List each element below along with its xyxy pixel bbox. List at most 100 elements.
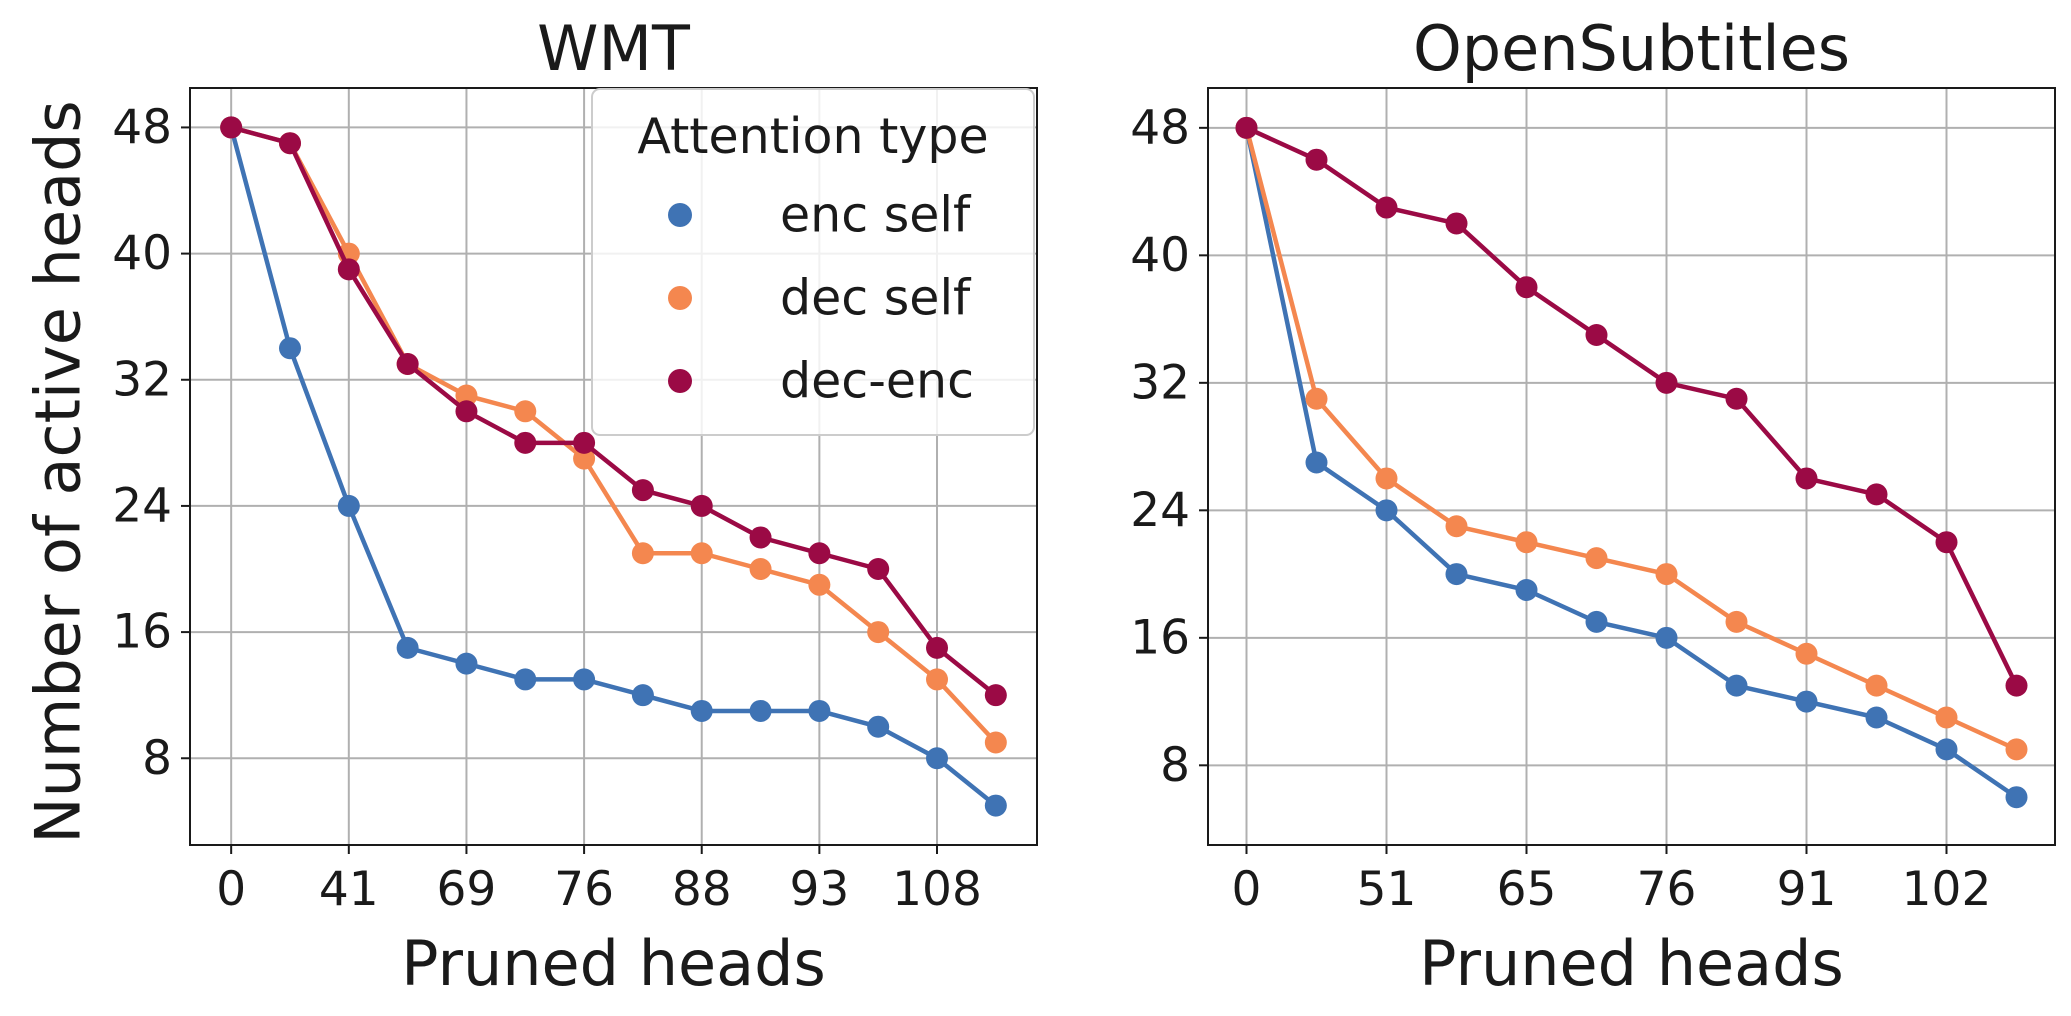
data-point bbox=[631, 542, 654, 565]
data-point bbox=[1795, 690, 1818, 713]
data-point bbox=[1515, 531, 1538, 554]
data-point bbox=[1655, 563, 1678, 586]
data-point bbox=[984, 731, 1007, 754]
data-point bbox=[1795, 642, 1818, 665]
data-point bbox=[455, 400, 478, 423]
series-dec-enc bbox=[220, 116, 1007, 707]
x-tick-label: 65 bbox=[1497, 862, 1557, 917]
data-point bbox=[455, 384, 478, 407]
data-point bbox=[1305, 387, 1328, 410]
x-tick-label: 76 bbox=[554, 862, 614, 917]
x-tick-label: 91 bbox=[1777, 862, 1837, 917]
x-tick-label: 0 bbox=[1232, 862, 1262, 917]
data-point bbox=[396, 636, 419, 659]
data-point bbox=[749, 699, 772, 722]
data-point bbox=[573, 447, 596, 470]
data-point bbox=[1725, 674, 1748, 697]
data-point bbox=[573, 431, 596, 454]
series-dec-enc bbox=[1235, 116, 2028, 697]
y-tick-label: 24 bbox=[1130, 483, 1190, 538]
y-axis-label: Number of active heads bbox=[22, 100, 95, 844]
x-tick-label: 108 bbox=[892, 862, 982, 917]
data-point bbox=[1445, 515, 1468, 538]
data-point bbox=[690, 494, 713, 517]
panel-wmt: 0 41 69 76 88 93 108 8 16 24 32 40 48 WMT Pruned heads bbox=[112, 12, 1038, 1000]
data-point bbox=[690, 542, 713, 565]
x-tick-label: 76 bbox=[1637, 862, 1697, 917]
x-tick-label: 51 bbox=[1357, 862, 1417, 917]
data-point bbox=[1585, 324, 1608, 347]
data-point bbox=[690, 699, 713, 722]
data-point bbox=[926, 668, 949, 691]
x-tick-label: 88 bbox=[672, 862, 732, 917]
legend-label: dec self bbox=[780, 270, 972, 327]
y-tick-label: 16 bbox=[1130, 610, 1190, 665]
y-tick-label: 16 bbox=[112, 605, 172, 660]
y-tick-label: 40 bbox=[112, 226, 172, 281]
y-tick-label: 32 bbox=[112, 352, 172, 407]
data-point bbox=[337, 494, 360, 517]
y-tick-label: 8 bbox=[142, 731, 172, 786]
data-point bbox=[337, 258, 360, 281]
data-point bbox=[1865, 706, 1888, 729]
data-point bbox=[455, 652, 478, 675]
data-point bbox=[396, 352, 419, 375]
data-point bbox=[2005, 738, 2028, 761]
y-tick-label: 40 bbox=[1130, 228, 1190, 283]
chart-title: WMT bbox=[537, 12, 691, 85]
data-point bbox=[808, 573, 831, 596]
data-point bbox=[867, 715, 890, 738]
data-point bbox=[1795, 467, 1818, 490]
data-point bbox=[1515, 276, 1538, 299]
data-point bbox=[1725, 387, 1748, 410]
data-point bbox=[1375, 467, 1398, 490]
data-point bbox=[2005, 674, 2028, 697]
data-point bbox=[1375, 196, 1398, 219]
series-enc-self bbox=[1235, 116, 2028, 809]
x-axis-label: Pruned heads bbox=[1419, 927, 1844, 1000]
x-tick-label: 0 bbox=[216, 862, 246, 917]
legend-marker bbox=[668, 286, 692, 310]
y-tick-label: 48 bbox=[112, 100, 172, 155]
data-point bbox=[1865, 674, 1888, 697]
data-point bbox=[867, 621, 890, 644]
data-point bbox=[1935, 738, 1958, 761]
data-point bbox=[984, 794, 1007, 817]
series-line bbox=[1244, 125, 2019, 688]
legend-marker bbox=[668, 369, 692, 393]
y-tick-label: 8 bbox=[1160, 738, 1190, 793]
data-point bbox=[1935, 531, 1958, 554]
data-point bbox=[1585, 547, 1608, 570]
data-point bbox=[2005, 786, 2028, 809]
data-point bbox=[1375, 499, 1398, 522]
data-point bbox=[1725, 610, 1748, 633]
y-tick-label: 24 bbox=[112, 478, 172, 533]
data-point bbox=[573, 668, 596, 691]
data-point bbox=[278, 337, 301, 360]
legend-title: Attention type bbox=[637, 108, 988, 165]
data-point bbox=[808, 699, 831, 722]
data-point bbox=[1305, 148, 1328, 171]
chart-title: OpenSubtitles bbox=[1413, 12, 1850, 85]
x-axis-label: Pruned heads bbox=[401, 927, 826, 1000]
data-point bbox=[278, 132, 301, 155]
panel-opensubtitles: 0 51 65 76 91 102 8 16 24 32 40 48 OpenSubtitles Prun… bbox=[1130, 12, 2056, 1000]
data-point bbox=[631, 479, 654, 502]
data-point bbox=[220, 116, 243, 139]
legend-box bbox=[591, 88, 1035, 436]
data-point bbox=[984, 684, 1007, 707]
legend-label: enc self bbox=[780, 187, 972, 244]
data-point bbox=[514, 431, 537, 454]
series-enc-self bbox=[220, 116, 1007, 817]
data-point bbox=[1655, 371, 1678, 394]
data-point bbox=[1865, 483, 1888, 506]
series-line bbox=[1244, 125, 2019, 800]
data-point bbox=[749, 558, 772, 581]
legend-label: dec-enc bbox=[780, 353, 974, 410]
x-tick-label: 69 bbox=[437, 862, 497, 917]
data-point bbox=[926, 636, 949, 659]
data-point bbox=[749, 526, 772, 549]
data-point bbox=[1445, 563, 1468, 586]
legend: Attention type enc self dec self dec-enc bbox=[591, 88, 1035, 436]
